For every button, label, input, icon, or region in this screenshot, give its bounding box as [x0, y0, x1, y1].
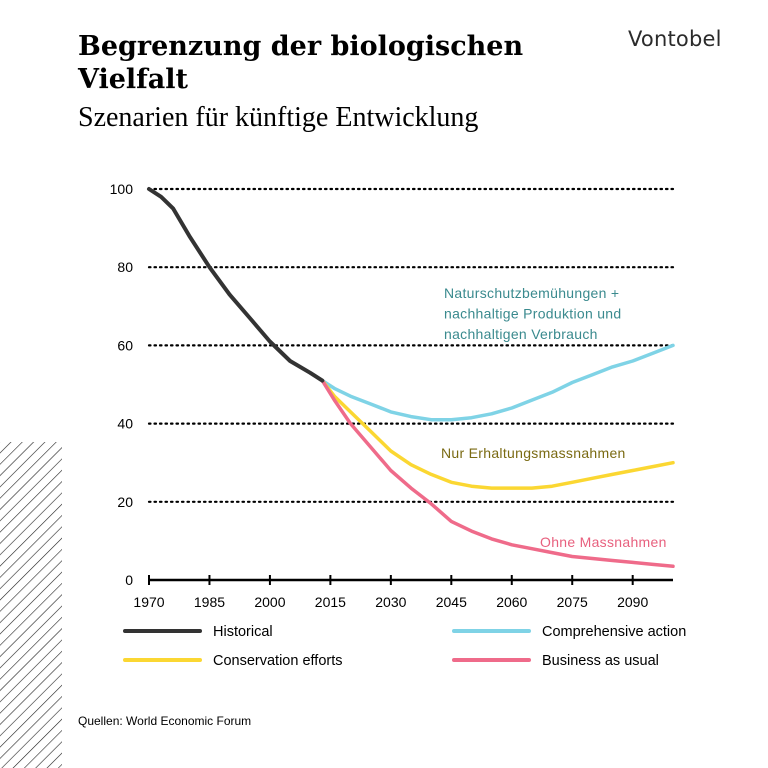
annotation-business-line-1: Ohne Massnahmen — [540, 534, 667, 550]
annotation-conservation-line-1: Nur Erhaltungsmassnahmen — [441, 445, 626, 461]
legend: Historical Comprehensive action Conservati… — [123, 624, 686, 669]
legend-label-conservation: Conservation efforts — [213, 653, 343, 669]
x-tick-label-1970: 1970 — [133, 594, 164, 610]
y-tick-label-100: 100 — [110, 181, 134, 197]
source-note: Quellen: World Economic Forum — [78, 714, 252, 728]
legend-label-historical: Historical — [213, 624, 273, 640]
x-tick-label-2090: 2090 — [617, 594, 648, 610]
x-tick-label-2000: 2000 — [254, 594, 285, 610]
x-tick-label-2075: 2075 — [557, 594, 588, 610]
series-line-comprehensive — [320, 343, 675, 422]
series-line-business — [320, 378, 675, 569]
y-tick-label-40: 40 — [117, 416, 133, 432]
x-tick-label-2030: 2030 — [375, 594, 406, 610]
legend-label-comprehensive: Comprehensive action — [542, 624, 686, 640]
x-tick-label-2045: 2045 — [436, 594, 467, 610]
x-tick-label-1985: 1985 — [194, 594, 225, 610]
chart-subtitle: Szenarien für künftige Entwicklung — [78, 102, 479, 133]
x-tick-label-2060: 2060 — [496, 594, 527, 610]
x-tick-label-2015: 2015 — [315, 594, 346, 610]
grid-lines — [147, 187, 675, 503]
series-line-historical — [147, 187, 325, 383]
decorative-hatch-block — [0, 442, 62, 768]
series-line-conservation — [320, 378, 675, 490]
series-lines — [147, 187, 675, 569]
axes: 0 20 40 60 80 100 1970 1985 2000 2015 2030 2045 2060… — [110, 181, 673, 610]
series-annotations: Naturschutzbemühungen + nachhaltige Produ… — [441, 285, 667, 550]
annotation-comprehensive-line-3: nachhaltigen Verbrauch — [444, 326, 598, 342]
brand-logo: Vontobel — [628, 27, 722, 51]
legend-label-business: Business as usual — [542, 653, 659, 669]
y-tick-label-20: 20 — [117, 494, 133, 510]
annotation-comprehensive-line-1: Naturschutzbemühungen + — [444, 285, 619, 301]
chart-title: Begrenzung der biologischen Vielfalt — [78, 31, 524, 95]
annotation-comprehensive-line-2: nachhaltige Produktion und — [444, 306, 621, 322]
y-tick-label-0: 0 — [125, 572, 133, 588]
y-tick-label-80: 80 — [117, 259, 133, 275]
y-tick-label-60: 60 — [117, 337, 133, 353]
